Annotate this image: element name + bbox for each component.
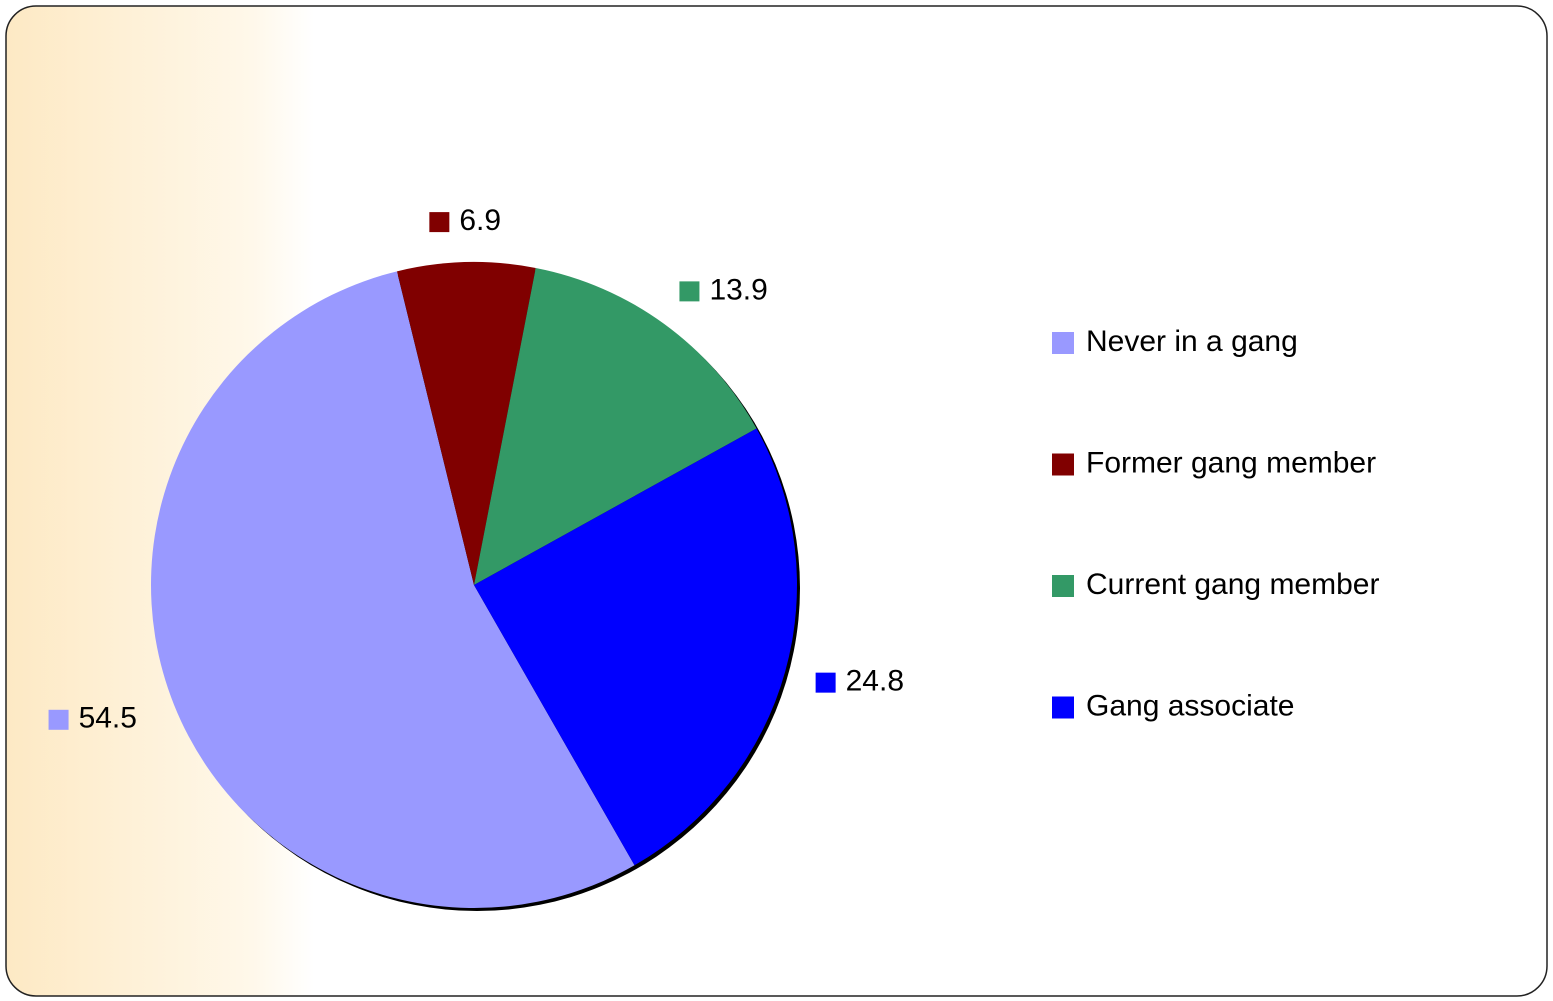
pie-slice (474, 428, 797, 866)
data-label: 54.5 (79, 702, 137, 735)
legend-swatch (1052, 332, 1074, 354)
data-label: 24.8 (846, 665, 904, 698)
plot-area: 54.5 6.9 13.9 24.8 Never in a gang Former gan… (48, 204, 1379, 911)
data-label-key (48, 709, 69, 730)
data-label-key (679, 281, 700, 302)
legend-label: Gang associate (1086, 689, 1294, 722)
legend-label: Current gang member (1086, 568, 1379, 601)
data-label: 13.9 (709, 273, 767, 306)
pie-slice (150, 271, 635, 909)
pie-slice (474, 267, 757, 585)
data-label-key (429, 212, 450, 233)
legend-label: Former gang member (1086, 446, 1376, 479)
data-label: 6.9 (459, 204, 501, 237)
data-label-key (815, 672, 836, 693)
legend-label: Never in a gang (1086, 325, 1298, 358)
legend-swatch (1052, 575, 1074, 597)
legend-swatch (1052, 453, 1074, 476)
legend-swatch (1052, 696, 1074, 719)
pie-slice (396, 262, 536, 585)
